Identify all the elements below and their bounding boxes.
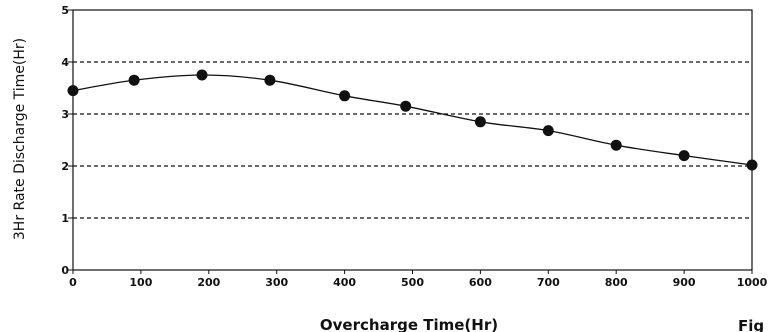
data-point-6 (474, 116, 486, 128)
x-tick-label-400: 400 (333, 276, 356, 289)
data-point-3 (264, 74, 276, 86)
x-tick-label-300: 300 (265, 276, 288, 289)
x-tick-label-700: 700 (537, 276, 560, 289)
x-tick-label-900: 900 (673, 276, 696, 289)
figure-caption: Fig (738, 317, 764, 332)
gridlines (73, 61, 752, 219)
x-axis-label: Overcharge Time(Hr) (320, 316, 498, 332)
y-tick-label-3: 3 (61, 108, 69, 121)
x-axis-ticks: 0 100 200 300 400 500 600 700 800 900 1000 (69, 270, 768, 289)
data-point-4 (339, 90, 351, 102)
data-point-8 (610, 139, 622, 151)
data-point-2 (196, 69, 208, 81)
data-point-10 (746, 159, 758, 171)
data-point-5 (400, 100, 412, 112)
data-point-1 (128, 74, 140, 86)
y-tick-label-1: 1 (61, 212, 69, 225)
y-tick-label-0: 0 (61, 264, 69, 277)
y-tick-label-2: 2 (61, 160, 69, 173)
y-tick-label-4: 4 (61, 56, 69, 69)
data-points (67, 69, 758, 171)
x-tick-label-200: 200 (197, 276, 220, 289)
x-tick-label-600: 600 (469, 276, 492, 289)
data-point-7 (542, 125, 554, 137)
series-line (72, 74, 753, 166)
x-tick-label-0: 0 (69, 276, 77, 289)
data-point-9 (678, 150, 690, 162)
x-tick-label-500: 500 (401, 276, 424, 289)
y-axis-label: 3Hr Rate Discharge Time(Hr) (12, 38, 28, 240)
x-tick-label-800: 800 (605, 276, 628, 289)
y-axis-ticks: 0 1 2 3 4 5 (61, 4, 73, 277)
x-tick-label-100: 100 (129, 276, 152, 289)
y-tick-label-5: 5 (61, 4, 69, 17)
data-point-0 (67, 85, 79, 97)
plot-frame (72, 9, 753, 271)
x-tick-label-1000: 1000 (737, 276, 768, 289)
